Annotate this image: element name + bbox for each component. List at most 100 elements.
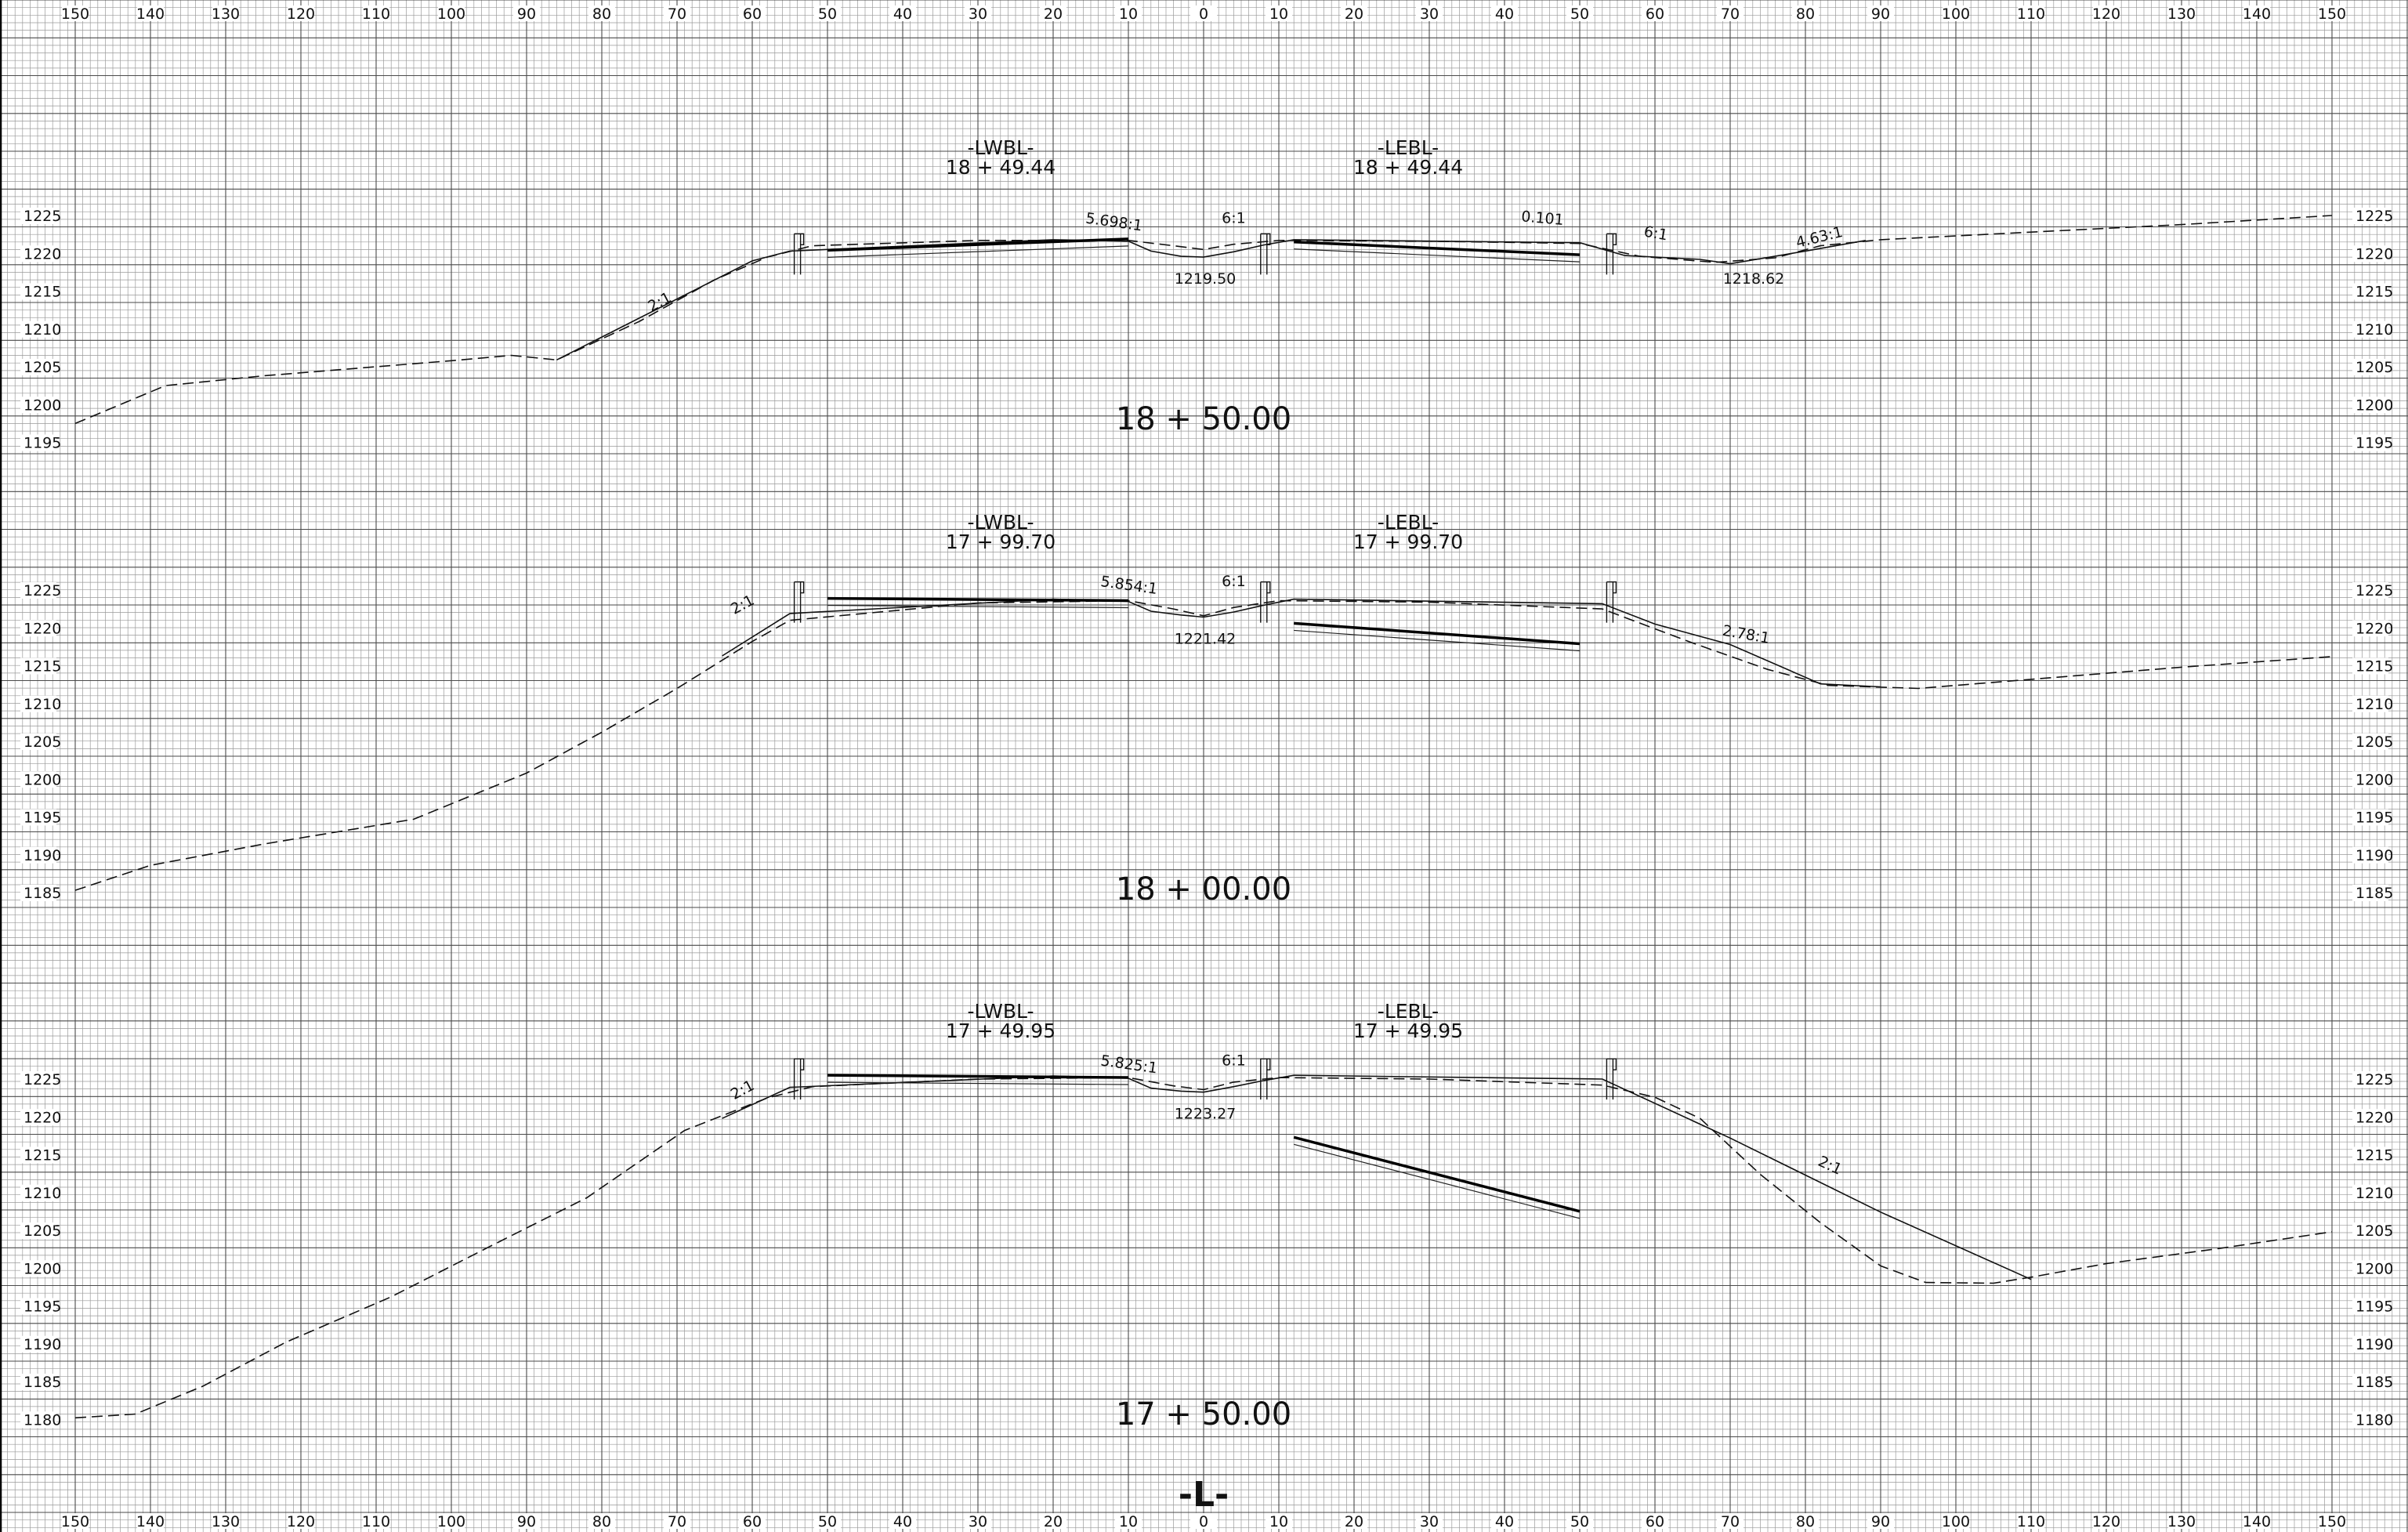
tick-label-background (1416, 1513, 1443, 1529)
elevation-label-background (20, 283, 56, 300)
bottom-offset-tick: 70 (668, 1513, 686, 1530)
elevation-label-right: 1185 (2355, 1374, 2393, 1391)
elevation-label-right: 1200 (2355, 1260, 2393, 1277)
left-alignment-station: 17 + 49.95 (946, 1020, 1056, 1042)
guardrail-post (1260, 233, 1271, 275)
bottom-offset-tick: 80 (592, 1513, 611, 1530)
top-offset-tick: 60 (1646, 5, 1664, 23)
elevation-label-background (20, 1146, 56, 1164)
tick-label-background (62, 5, 89, 21)
tick-label-background (1566, 5, 1593, 21)
tick-label-background (1266, 1513, 1292, 1529)
elevation-label-background (2352, 1411, 2388, 1429)
guardrail-post (1606, 233, 1617, 275)
tick-label-background (2243, 1513, 2270, 1529)
slope-label: 6:1 (1222, 1052, 1246, 1070)
elevation-label-left: 1205 (24, 359, 61, 376)
elevation-label-background (2352, 1071, 2388, 1088)
elevation-label-right: 1195 (2355, 435, 2393, 452)
cross-section-3: 1225 1225 1220 1220 1215 1215 1210 1210 1205 1205… (20, 1000, 2393, 1432)
tick-label-background (1115, 5, 1142, 21)
tick-label-background (438, 5, 465, 21)
right-roadway-pavement (1294, 240, 1581, 256)
guardrail-post (1606, 581, 1617, 623)
bottom-offset-tick: 40 (893, 1513, 912, 1530)
tick-label-background (1416, 5, 1443, 21)
elevation-label-background (20, 1260, 56, 1277)
tick-label-background (889, 1513, 916, 1529)
elevation-label-right: 1220 (2355, 620, 2393, 637)
elevation-label-right: 1225 (2355, 1071, 2393, 1088)
guardrail-post (1260, 581, 1271, 623)
elevation-label-background (2352, 733, 2388, 750)
elevation-label-background (2352, 771, 2388, 788)
right-alignment-station: 17 + 99.70 (1353, 531, 1463, 553)
tick-label-background (137, 5, 164, 21)
section-station-label: 17 + 50.00 (1116, 1396, 1291, 1432)
left-alignment-name: -LWBL- (967, 136, 1034, 159)
top-offset-tick: 70 (668, 5, 686, 23)
bottom-offset-tick: 140 (136, 1513, 165, 1530)
elevation-label-background (20, 885, 56, 901)
elevation-label-right: 1195 (2355, 1298, 2393, 1316)
elevation-label-background (20, 846, 56, 864)
elevation-label-right: 1210 (2355, 321, 2393, 339)
bottom-offset-tick: 30 (1420, 1513, 1439, 1530)
elevation-label-background (20, 771, 56, 788)
bottom-offset-scale: 150 140 130 120 110 100 90 80 70 60 50 40 30 20 10 0 10 2… (61, 1513, 2346, 1530)
tick-label-background (288, 1513, 314, 1529)
top-offset-tick: 150 (2318, 5, 2346, 23)
elevation-label-right: 1210 (2355, 696, 2393, 713)
elevation-label-left: 1180 (24, 1411, 61, 1429)
elevation-label-left: 1220 (24, 620, 61, 637)
elevation-label-background (20, 1298, 56, 1315)
right-alignment-name: -LEBL- (1378, 136, 1439, 159)
top-offset-tick: 130 (2167, 5, 2196, 23)
elevation-label-background (2352, 620, 2388, 637)
tick-label-background (1040, 1513, 1066, 1529)
tick-label-background (2093, 1513, 2120, 1529)
bottom-offset-tick: 120 (2092, 1513, 2120, 1530)
right-alignment-name: -LEBL- (1378, 511, 1439, 534)
left-alignment-station: 17 + 99.70 (946, 531, 1056, 553)
elevation-label-left: 1195 (24, 435, 61, 452)
top-offset-tick: 140 (2243, 5, 2271, 23)
proposed-grade-line (556, 239, 1866, 361)
elevation-label-left: 1195 (24, 809, 61, 827)
slope-label: 0.101 (1520, 208, 1564, 229)
top-offset-tick: 0 (1199, 5, 1208, 23)
elevation-label-background (20, 620, 56, 637)
elevation-label-background (20, 657, 56, 675)
bottom-offset-tick: 150 (2318, 1513, 2346, 1530)
existing-ground-line (74, 215, 2333, 425)
right-roadway-subgrade (1294, 248, 1581, 263)
right-roadway-pavement (1293, 1135, 1581, 1213)
left-roadway-pavement (827, 596, 1129, 603)
elevation-label-background (20, 582, 56, 599)
elevation-label-background (2352, 657, 2388, 675)
top-offset-tick: 50 (818, 5, 837, 23)
tick-label-background (62, 1513, 89, 1529)
bottom-offset-tick: 50 (818, 1513, 837, 1530)
top-offset-tick: 90 (1871, 5, 1890, 23)
elevation-label-background (20, 1071, 56, 1088)
bottom-offset-tick: 40 (1495, 1513, 1514, 1530)
bottom-offset-tick: 150 (61, 1513, 89, 1530)
elevation-label-left: 1200 (24, 771, 61, 788)
elevation-label-background (2352, 1374, 2388, 1390)
bottom-offset-tick: 100 (1942, 1513, 1970, 1530)
elevation-label-left: 1225 (24, 208, 61, 225)
tick-label-background (513, 5, 540, 21)
top-offset-tick: 100 (437, 5, 465, 23)
tick-label-background (288, 5, 314, 21)
elevation-label-background (20, 434, 56, 451)
elevation-label-background (2352, 245, 2388, 263)
top-offset-tick: 10 (1119, 5, 1138, 23)
elevation-label-left: 1190 (24, 847, 61, 864)
section-station-label: 18 + 50.00 (1116, 401, 1291, 437)
cross-section-2: 1225 1225 1220 1220 1215 1215 1210 1210 1205 1205… (20, 511, 2393, 907)
top-offset-tick: 70 (1721, 5, 1740, 23)
elevation-label-background (20, 695, 56, 712)
elevation-label-left: 1220 (24, 1109, 61, 1126)
top-offset-tick: 110 (2017, 5, 2045, 23)
